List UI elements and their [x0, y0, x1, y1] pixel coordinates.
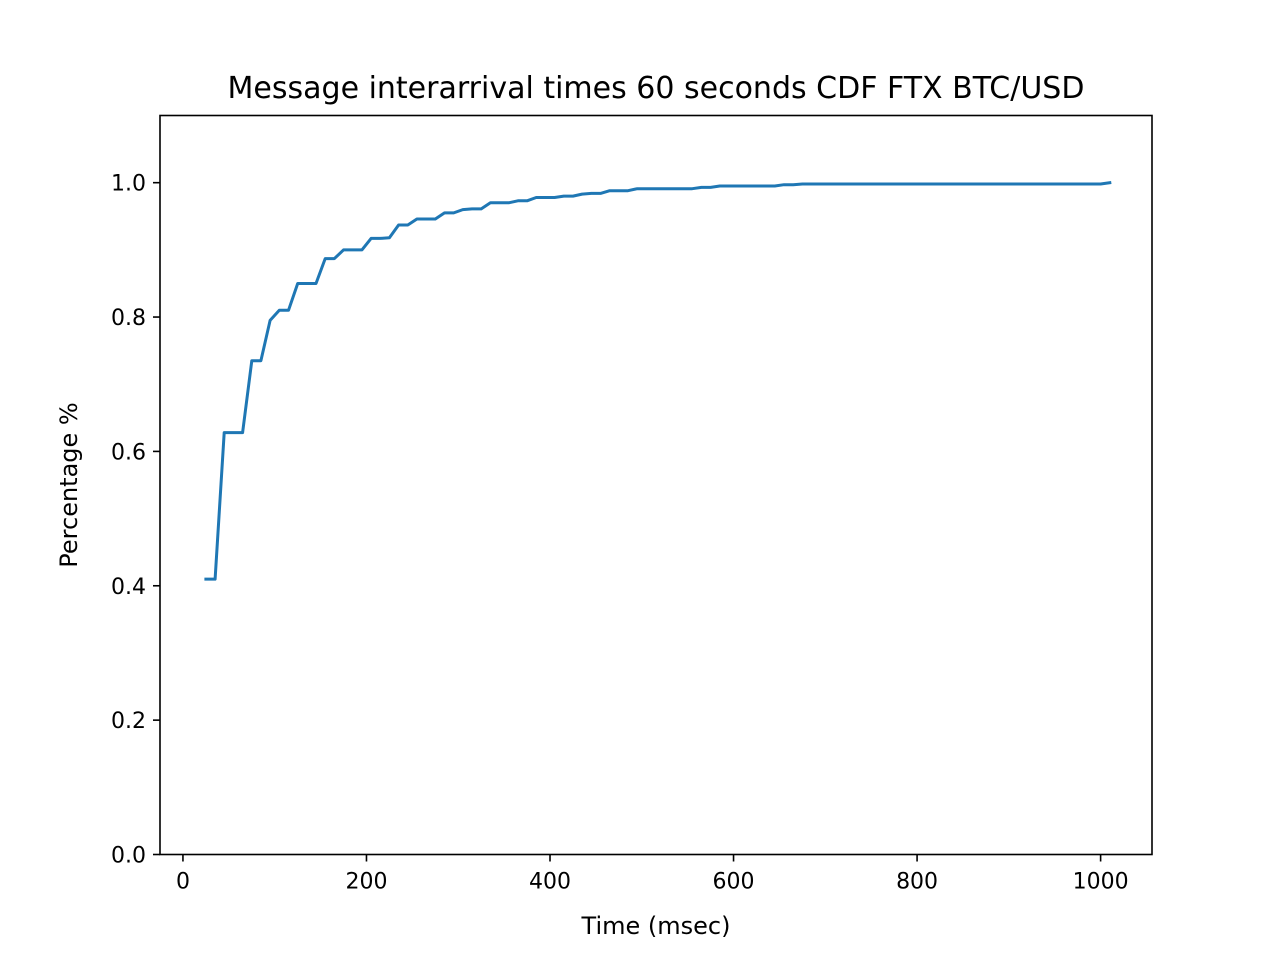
y-tick-label: 0.0 — [111, 844, 146, 869]
y-tick-label: 1.0 — [111, 172, 146, 197]
x-tick-label: 200 — [345, 870, 387, 895]
plot-area — [204, 181, 1112, 581]
x-axis-label: Time (msec) — [581, 912, 731, 940]
chart-title: Message interarrival times 60 seconds CD… — [228, 71, 1085, 106]
x-tick-label: 600 — [713, 870, 755, 895]
y-tick-label: 0.4 — [111, 575, 146, 600]
x-tick-label: 0 — [176, 870, 190, 895]
y-axis-label: Percentage % — [55, 402, 83, 567]
y-tick-label: 0.2 — [111, 709, 146, 734]
y-axis-ticks: 0.0 0.2 0.4 0.6 0.8 1.0 — [111, 172, 160, 869]
axes-frame — [159, 114, 1153, 856]
x-tick-label: 1000 — [1073, 870, 1129, 895]
x-tick-label: 400 — [529, 870, 571, 895]
y-tick-label: 0.6 — [111, 440, 146, 465]
cdf-series-line — [204, 181, 1112, 581]
y-tick-label: 0.8 — [111, 306, 146, 331]
x-axis-ticks: 0 200 400 600 800 1000 — [176, 854, 1129, 895]
x-tick-label: 800 — [896, 870, 938, 895]
